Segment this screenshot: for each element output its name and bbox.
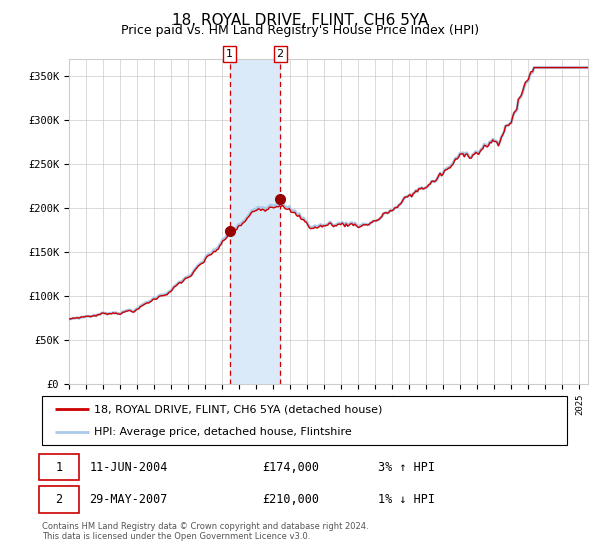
- Text: 11-JUN-2004: 11-JUN-2004: [89, 461, 167, 474]
- Text: 1% ↓ HPI: 1% ↓ HPI: [378, 493, 435, 506]
- Text: 2: 2: [277, 49, 284, 59]
- Text: 29-MAY-2007: 29-MAY-2007: [89, 493, 167, 506]
- Text: £174,000: £174,000: [263, 461, 320, 474]
- Text: 1: 1: [226, 49, 233, 59]
- Bar: [230, 59, 280, 384]
- Text: 18, ROYAL DRIVE, FLINT, CH6 5YA (detached house): 18, ROYAL DRIVE, FLINT, CH6 5YA (detache…: [95, 404, 383, 414]
- Text: 3% ↑ HPI: 3% ↑ HPI: [378, 461, 435, 474]
- Text: Contains HM Land Registry data © Crown copyright and database right 2024.
This d: Contains HM Land Registry data © Crown c…: [42, 522, 368, 542]
- FancyBboxPatch shape: [40, 454, 79, 480]
- FancyBboxPatch shape: [40, 486, 79, 513]
- Text: 1: 1: [56, 461, 62, 474]
- Text: £210,000: £210,000: [263, 493, 320, 506]
- Text: 2: 2: [56, 493, 62, 506]
- Text: 18, ROYAL DRIVE, FLINT, CH6 5YA: 18, ROYAL DRIVE, FLINT, CH6 5YA: [172, 13, 428, 29]
- Text: HPI: Average price, detached house, Flintshire: HPI: Average price, detached house, Flin…: [95, 427, 352, 437]
- Text: Price paid vs. HM Land Registry's House Price Index (HPI): Price paid vs. HM Land Registry's House …: [121, 24, 479, 36]
